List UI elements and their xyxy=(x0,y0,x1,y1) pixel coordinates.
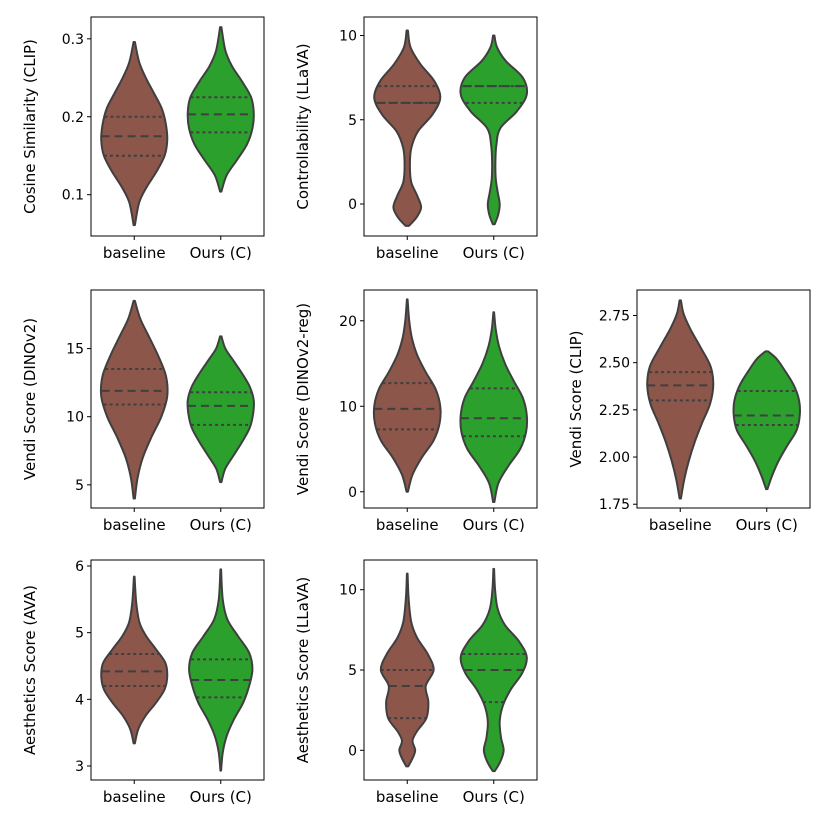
axes-frame xyxy=(90,559,265,781)
axes-frame xyxy=(363,289,538,509)
y-axis-label: Cosine Similarity (CLIP) xyxy=(21,39,39,214)
y-tick-label: 0.3 xyxy=(62,32,84,48)
y-tick-label: 1.75 xyxy=(599,497,630,513)
y-tick-label: 2.75 xyxy=(599,308,630,324)
x-tick-label: baseline xyxy=(376,788,439,806)
violin-baseline xyxy=(373,29,442,227)
x-tick-label: baseline xyxy=(103,244,166,262)
y-tick-label: 0.2 xyxy=(62,110,84,126)
x-tick-label: Ours (C) xyxy=(190,244,252,262)
panel-7: 0 5 10 baseline Ours (C) Aesthetics Score (LL… xyxy=(294,559,538,806)
y-tick-label: 3 xyxy=(75,759,84,775)
y-tick-label: 10 xyxy=(339,583,357,599)
violin-baseline xyxy=(100,40,169,227)
panel-6: 3 4 5 6 baseline Ours (C) Aesthetics Score (AV… xyxy=(21,559,265,806)
axes-frame xyxy=(90,16,265,237)
y-tick-label: 5 xyxy=(348,663,357,679)
y-tick-label: 6 xyxy=(75,559,84,575)
x-tick-label: baseline xyxy=(376,516,439,534)
x-tick-label: Ours (C) xyxy=(736,516,798,534)
panel-5: 1.75 2.00 2.25 2.50 2.75 baseline Ours (C) Vend… xyxy=(567,289,811,534)
y-tick-label: 0 xyxy=(348,197,357,213)
violin-ours xyxy=(459,34,529,226)
y-tick-label: 10 xyxy=(339,29,357,45)
x-tick-label: Ours (C) xyxy=(463,244,525,262)
x-tick-label: baseline xyxy=(103,516,166,534)
panel-3: 5 10 15 baseline Ours (C) Vendi Score (DINOv2… xyxy=(21,289,265,534)
violin-baseline xyxy=(100,575,169,745)
y-axis-label: Aesthetics Score (AVA) xyxy=(21,585,39,755)
x-tick-label: Ours (C) xyxy=(190,788,252,806)
x-tick-label: Ours (C) xyxy=(190,516,252,534)
violin-baseline xyxy=(372,298,442,493)
violin-ours xyxy=(186,26,255,193)
y-tick-label: 2.00 xyxy=(599,450,630,466)
y-tick-label: 5 xyxy=(75,626,84,642)
y-axis-label: Vendi Score (DINOv2) xyxy=(21,318,39,480)
y-tick-label: 0.1 xyxy=(62,188,84,204)
x-tick-label: Ours (C) xyxy=(463,788,525,806)
y-tick-label: 0 xyxy=(348,485,357,501)
y-tick-label: 10 xyxy=(339,399,357,415)
panel-0: 0.1 0.2 0.3 baseline Ours (C) Cosine Similari… xyxy=(21,16,265,262)
y-tick-label: 5 xyxy=(348,113,357,129)
violin-ours xyxy=(732,350,801,491)
y-axis-label: Vendi Score (CLIP) xyxy=(567,330,585,467)
y-tick-label: 5 xyxy=(75,478,84,494)
x-tick-label: baseline xyxy=(649,516,712,534)
x-tick-label: baseline xyxy=(376,244,439,262)
panel-4: 0 10 20 baseline Ours (C) Vendi Score (DINOv2… xyxy=(294,289,538,534)
violin-ours xyxy=(459,311,529,504)
panel-1: 0 5 10 baseline Ours (C) Controllability (LLa… xyxy=(294,16,538,262)
violin-ours xyxy=(188,568,254,772)
x-tick-label: baseline xyxy=(103,788,166,806)
y-tick-label: 2.50 xyxy=(599,356,630,372)
y-axis-label: Controllability (LLaVA) xyxy=(294,43,312,209)
y-tick-label: 20 xyxy=(339,314,357,330)
axes-frame xyxy=(636,289,811,509)
axes-frame xyxy=(363,16,538,237)
y-axis-label: Aesthetics Score (LLaVA) xyxy=(294,577,312,764)
violin-ours xyxy=(186,335,255,484)
y-tick-label: 15 xyxy=(66,342,84,358)
y-tick-label: 4 xyxy=(75,692,84,708)
y-tick-label: 10 xyxy=(66,410,84,426)
y-tick-label: 0 xyxy=(348,743,357,759)
axes-frame xyxy=(90,289,265,509)
violin-baseline xyxy=(99,299,169,500)
x-tick-label: Ours (C) xyxy=(463,516,525,534)
y-axis-label: Vendi Score (DINOv2-reg) xyxy=(294,303,312,495)
y-tick-label: 2.25 xyxy=(599,403,630,419)
